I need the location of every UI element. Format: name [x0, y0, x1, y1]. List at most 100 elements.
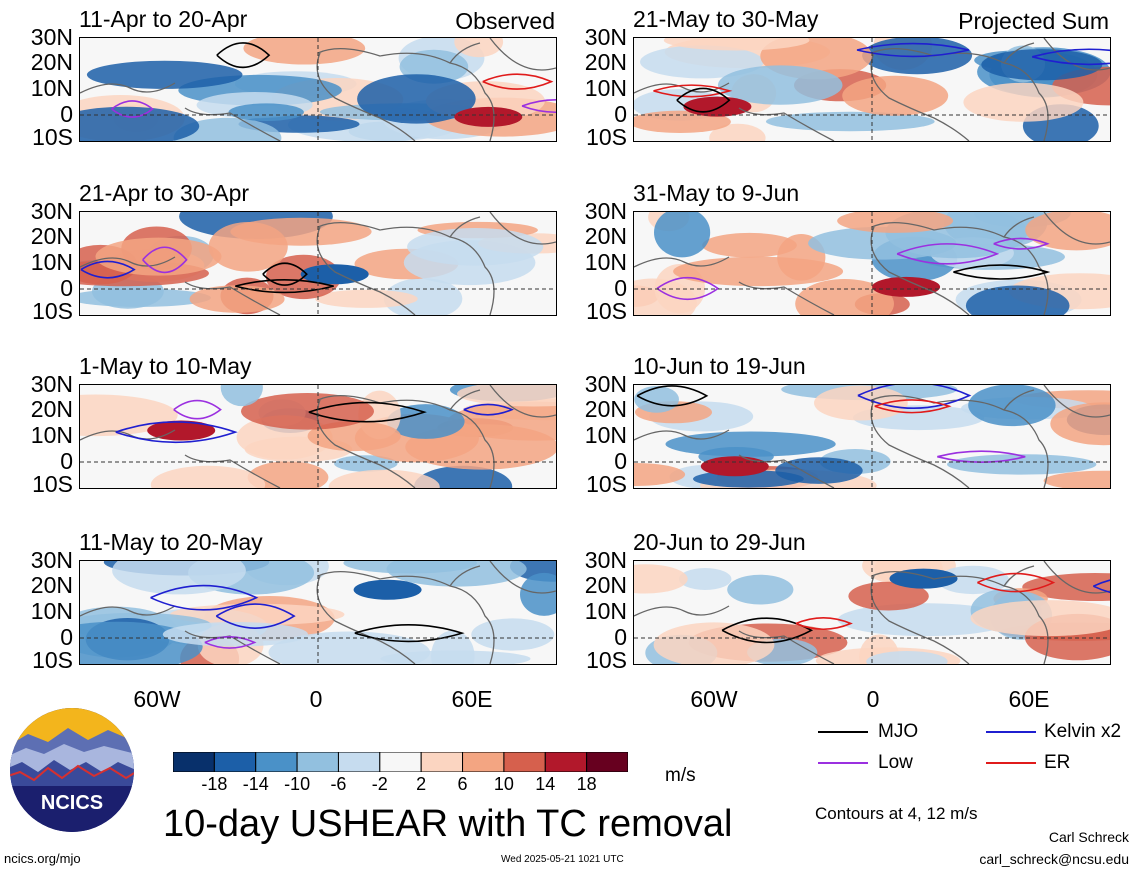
coastline [80, 385, 556, 488]
shear-anomaly-blob [654, 212, 711, 258]
left-panel-3-period: 1-May to 10-May [79, 353, 252, 379]
right-panel-4-period: 20-Jun to 29-Jun [633, 529, 806, 555]
colorbar [172, 751, 629, 777]
right-panel-2-map [633, 211, 1111, 316]
right-panel-4-lat-label: 30N [584, 547, 627, 573]
colorbar-tick-label: 10 [493, 774, 514, 794]
right-panel-2-lat-label: 0 [614, 275, 627, 301]
left-panel-4-lat-label: 10N [30, 598, 73, 624]
colorbar-swatch [255, 751, 298, 773]
lon-label-0: 0 [309, 686, 323, 712]
left-panel-1-period: 11-Apr to 20-Apr [79, 6, 248, 32]
right-panel-1-lat-label: 30N [584, 24, 627, 50]
colorbar-units: m/s [665, 765, 696, 786]
shear-anomaly-blob [471, 618, 555, 651]
left-panel-2-map [79, 211, 557, 316]
shear-anomaly-blob [963, 82, 1084, 122]
shear-anomaly-blob [357, 74, 476, 124]
shear-anomaly-blob [702, 232, 797, 258]
shear-anomaly-core [872, 276, 941, 297]
shear-anomaly-blob [937, 565, 1009, 595]
right-panel-3-map [633, 384, 1111, 489]
colorbar-swatch [379, 751, 422, 773]
shear-anomaly-blob [243, 38, 366, 65]
left-panel-1-lat-label: 10N [30, 75, 73, 101]
right-panel-4-map [633, 560, 1111, 665]
shear-anomaly-blob [334, 455, 398, 472]
right-panel-2-period: 31-May to 9-Jun [633, 180, 800, 206]
shear-anomaly-blob [709, 123, 766, 141]
colorbar-tick-label: -18 [201, 774, 228, 794]
right-panel-4-lat-label: 20N [584, 572, 627, 598]
colorbar-swatch [462, 751, 505, 773]
shear-anomaly-blob [386, 561, 527, 587]
shear-anomaly-blob [1025, 212, 1110, 251]
shear-anomaly-blob [1043, 470, 1110, 488]
colorbar-tick-label: -6 [330, 774, 347, 794]
colorbar-tick-label: -2 [371, 774, 388, 794]
shear-anomaly-blob [162, 622, 308, 647]
left-panel-3-lat-label: 10N [30, 422, 73, 448]
contour-line [150, 584, 259, 611]
shear-anomaly-core [700, 456, 769, 477]
left-panel-4-period: 11-May to 20-May [79, 529, 263, 555]
right-panel-4-lat-label: 10S [586, 647, 627, 673]
shear-anomaly-blob [220, 385, 263, 407]
legend-label-kelvin: Kelvin x2 [1044, 721, 1122, 742]
contour-line [636, 385, 709, 407]
colorbar-swatch [503, 751, 546, 773]
coastline [634, 385, 1110, 488]
left-panel-1-lat-label: 10S [32, 124, 73, 150]
colorbar-tick-label: 6 [457, 774, 468, 794]
right-panel-1-lat-label: 20N [584, 49, 627, 75]
left-panel-1-lat-label: 30N [30, 24, 73, 50]
contour-line [80, 260, 136, 279]
right-panel-3-lat-label: 10N [584, 422, 627, 448]
coastline [80, 38, 556, 141]
shear-anomaly-blob [241, 393, 374, 430]
right-panel-3-period: 10-Jun to 19-Jun [633, 353, 806, 379]
shear-anomaly-blob [965, 285, 1070, 315]
shear-anomaly-blob [717, 65, 843, 105]
contour-line [1031, 48, 1110, 66]
left-panel-2-lat-label: 10N [30, 249, 73, 275]
right-panel-3-lat-label: 0 [614, 448, 627, 474]
legend-label-low: Low [878, 752, 913, 773]
contour-line [721, 617, 814, 644]
right-panel-1-lat-label: 10N [584, 75, 627, 101]
shear-anomaly-blob [315, 289, 418, 308]
contour-line [896, 243, 1000, 265]
contour-line [354, 624, 465, 643]
shear-anomaly-blob [634, 386, 679, 413]
colorbar-tick-label: -14 [242, 774, 269, 794]
right-panel-3-lat-label: 10S [586, 471, 627, 497]
coastline [634, 561, 1110, 664]
shear-anomaly-blob [814, 385, 908, 421]
legend-line-mjo [818, 731, 868, 733]
contour-line [676, 87, 731, 113]
shear-anomaly-blob [189, 285, 285, 313]
author-name: Carl Schreck [1048, 829, 1129, 845]
shear-anomaly-blob [634, 564, 688, 594]
right-panel-3-lat-label: 30N [584, 371, 627, 397]
site-url[interactable]: ncics.org/mjo [4, 851, 81, 866]
shear-anomaly-blob [407, 228, 544, 266]
shear-anomaly-blob [414, 465, 513, 488]
shear-anomaly-blob [673, 256, 844, 287]
left-panel-4-map [79, 560, 557, 665]
contour-line [215, 603, 296, 629]
right-panel-4-lat-label: 10N [584, 598, 627, 624]
legend-line-low [818, 762, 868, 764]
colorbar-swatch [337, 751, 381, 773]
contour-line [953, 264, 1051, 280]
left-panel-2-lat-label: 10S [32, 298, 73, 324]
contour-line [308, 401, 427, 423]
contour-line [993, 237, 1050, 250]
shear-anomaly-blob [634, 110, 731, 133]
colorbar-swatch [172, 751, 215, 773]
right-panel-2-lat-label: 30N [584, 198, 627, 224]
colorbar-swatch [544, 751, 588, 773]
shear-anomaly-blob [640, 45, 764, 79]
shear-anomaly-blob [866, 651, 948, 664]
contour-line [482, 73, 554, 90]
